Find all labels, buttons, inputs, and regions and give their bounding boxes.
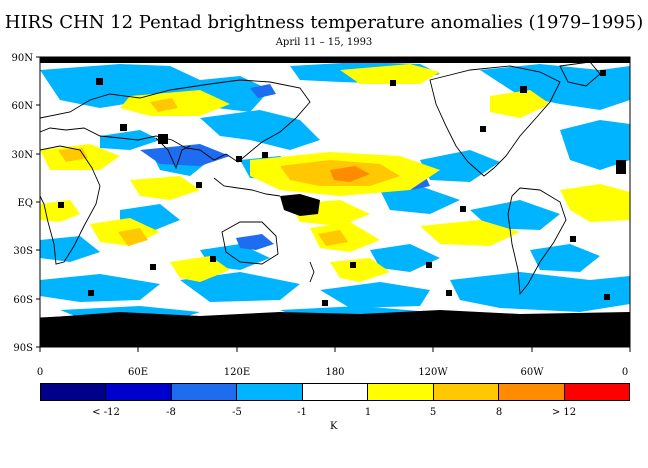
lon-label-0: 0 (37, 367, 43, 378)
lat-label-90n: 90N (12, 53, 34, 64)
map-subtitle: April 11 – 15, 1993 (275, 37, 373, 48)
strong-warm-anomaly-regions (330, 166, 370, 182)
lat-label-60n: 60N (12, 101, 34, 112)
lon-label-60w: 60W (520, 367, 544, 378)
colorbar-label: -8 (166, 407, 176, 418)
colorbar-label: > 12 (551, 407, 577, 418)
lon-label-120e: 120E (224, 367, 250, 378)
lat-label-30n: 30N (12, 150, 34, 161)
lon-label-120w: 120W (418, 367, 448, 378)
colorbar-swatch (106, 384, 172, 400)
lat-ticks (36, 56, 40, 348)
map-title: HIRS CHN 12 Pentad brightness temperatur… (4, 12, 644, 33)
lat-label-90s: 90S (13, 343, 33, 354)
lon-label-0-end: 0 (622, 367, 628, 378)
colorbar-label: 1 (364, 407, 372, 418)
lat-label-60s: 60S (13, 295, 33, 306)
lon-labels: 0 60E 120E 180 120W 60W 0 (37, 367, 628, 378)
missing-data (40, 57, 630, 347)
colorbar-label: 5 (429, 407, 437, 418)
colorbar-label: -5 (232, 407, 242, 418)
colorbar (40, 383, 630, 401)
warm-anomaly-regions (40, 64, 630, 282)
colorbar-swatch (41, 384, 107, 400)
colorbar-swatch (171, 384, 238, 400)
colorbar-swatch (237, 384, 303, 400)
lat-labels: 90N 60N 30N EQ 30S 60S 90S (12, 53, 34, 354)
plot-area (40, 57, 630, 347)
colorbar-swatch (433, 384, 500, 400)
colorbar-swatch (564, 384, 629, 400)
lat-label-30s: 30S (13, 246, 33, 257)
colorbar-label: -1 (297, 407, 307, 418)
colorbar-swatch (368, 384, 434, 400)
colorbar-label: < -12 (92, 407, 120, 418)
lon-label-180: 180 (325, 367, 344, 378)
colorbar-label: 8 (495, 407, 503, 418)
lat-label-eq: EQ (18, 198, 34, 209)
lon-ticks (39, 347, 631, 352)
colorbar-swatch (302, 384, 369, 400)
colorbar-unit: K (330, 421, 338, 432)
colorbar-swatch (499, 384, 565, 400)
lon-label-60e: 60E (128, 367, 148, 378)
